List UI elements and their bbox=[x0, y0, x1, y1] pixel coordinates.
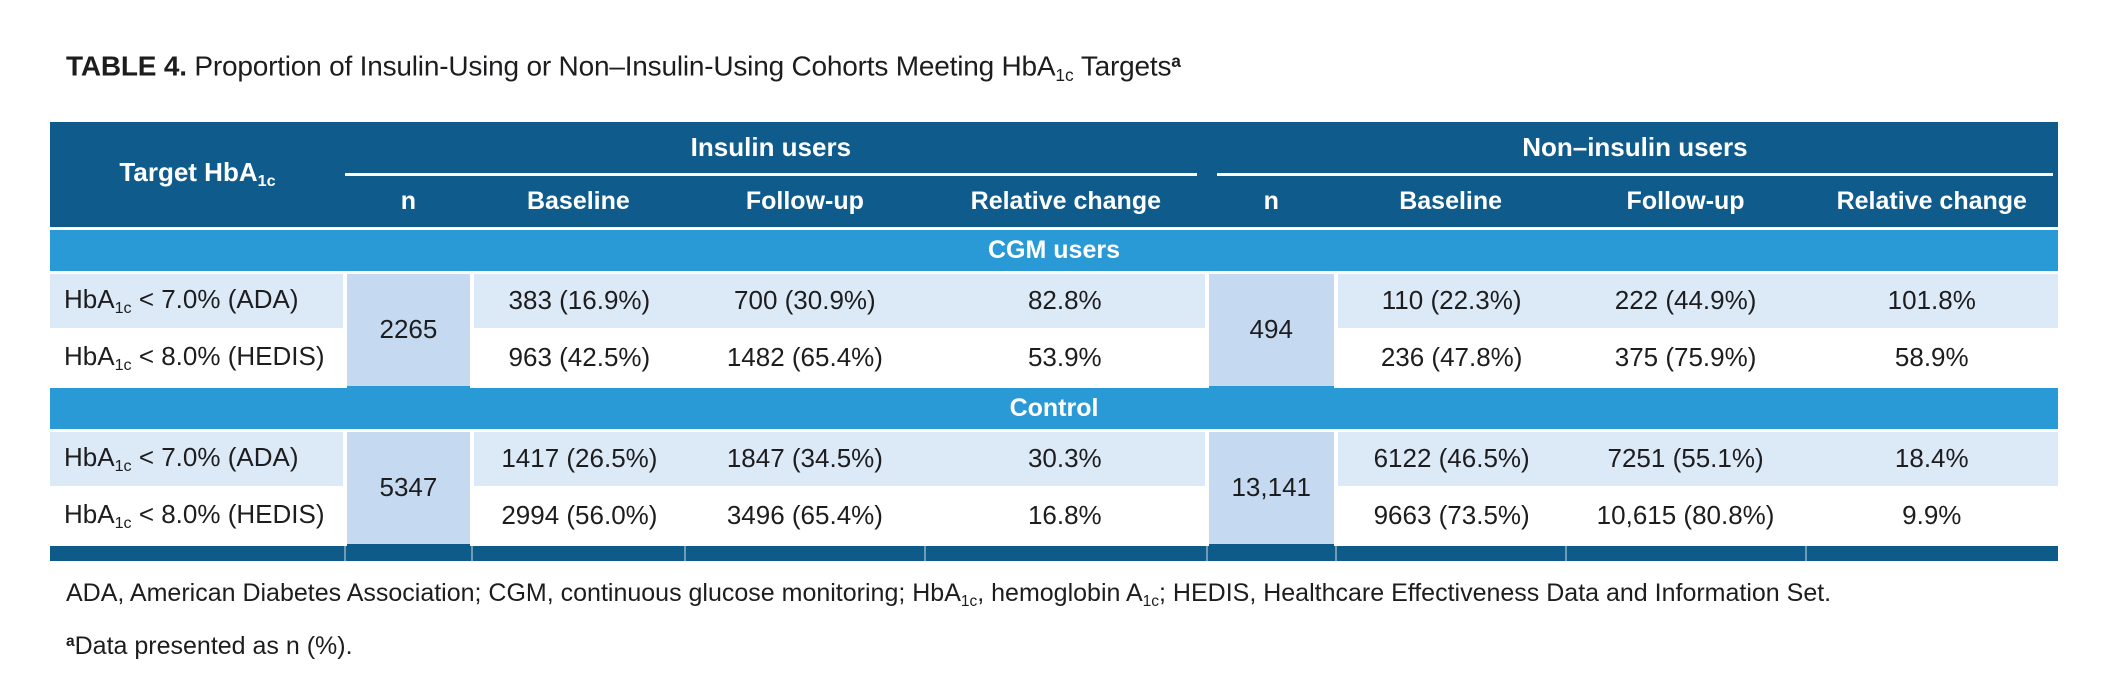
group-header-non-insulin-users: Non–insulin users bbox=[1206, 122, 2058, 177]
results-table: Target HbA1c Insulin users Non–insulin u… bbox=[50, 122, 2058, 562]
column-header-relative-change-insulin: Relative change bbox=[924, 176, 1207, 230]
table-title: TABLE 4. Proportion of Insulin-Using or … bbox=[66, 44, 2058, 92]
column-header-baseline-noninsulin: Baseline bbox=[1335, 176, 1566, 230]
table-bottom-bar bbox=[50, 544, 2058, 562]
data-cell: 53.9% bbox=[924, 329, 1207, 388]
data-cell: 963 (42.5%) bbox=[471, 329, 685, 388]
data-cell: 222 (44.9%) bbox=[1565, 272, 1806, 331]
row-header-target-hba1c: Target HbA1c bbox=[50, 122, 345, 230]
table-row: HbA1c < 7.0% (ADA) 2265 383 (16.9%) 700 … bbox=[50, 272, 2058, 387]
table-title-tail: Targets bbox=[1073, 50, 1172, 82]
data-cell: 236 (47.8%) bbox=[1335, 329, 1566, 388]
column-header-followup-insulin: Follow-up bbox=[684, 176, 925, 230]
table-row: HbA1c < 7.0% (ADA) 5347 1417 (26.5%) 184… bbox=[50, 430, 2058, 545]
row-label-cell: HbA1c < 8.0% (HEDIS) bbox=[50, 487, 347, 546]
n-cell-insulin-control: 5347 bbox=[342, 430, 474, 545]
section-band-cgm-users: CGM users bbox=[50, 228, 2058, 274]
column-header-n-noninsulin: n bbox=[1206, 176, 1336, 230]
data-cell: 6122 (46.5%) bbox=[1335, 430, 1566, 489]
data-cell: 3496 (65.4%) bbox=[684, 487, 925, 546]
data-cell: 110 (22.3%) bbox=[1335, 272, 1566, 331]
data-cell: 700 (30.9%) bbox=[684, 272, 925, 331]
data-cell: 9663 (73.5%) bbox=[1335, 487, 1566, 546]
table-number-label: TABLE 4. bbox=[66, 50, 187, 82]
row-label-cell: HbA1c < 7.0% (ADA) bbox=[50, 272, 347, 331]
n-cell-insulin-cgm: 2265 bbox=[342, 272, 474, 387]
column-header-relative-change-noninsulin: Relative change bbox=[1805, 176, 2058, 230]
footnote-a: aData presented as n (%). bbox=[66, 631, 353, 660]
data-cell: 82.8% bbox=[924, 272, 1207, 331]
data-cell: 383 (16.9%) bbox=[471, 272, 685, 331]
footnotes: ADA, American Diabetes Association; CGM,… bbox=[66, 577, 2058, 663]
data-cell: 16.8% bbox=[924, 487, 1207, 546]
data-cell: 1417 (26.5%) bbox=[471, 430, 685, 489]
data-cell: 7251 (55.1%) bbox=[1565, 430, 1806, 489]
n-cell-noninsulin-control: 13,141 bbox=[1204, 430, 1338, 545]
title-subscript-1c: 1c bbox=[1055, 65, 1074, 86]
section-band-control: Control bbox=[50, 386, 2058, 432]
data-cell: 2994 (56.0%) bbox=[471, 487, 685, 546]
row-label-cell: HbA1c < 8.0% (HEDIS) bbox=[50, 329, 347, 388]
footnote-a-marker: a bbox=[66, 633, 75, 651]
row-label-cell: HbA1c < 7.0% (ADA) bbox=[50, 430, 347, 489]
column-header-n-insulin: n bbox=[344, 176, 472, 230]
data-cell: 58.9% bbox=[1805, 329, 2058, 388]
data-cell: 9.9% bbox=[1805, 487, 2058, 546]
data-cell: 10,615 (80.8%) bbox=[1565, 487, 1806, 546]
data-cell: 18.4% bbox=[1805, 430, 2058, 489]
n-cell-noninsulin-cgm: 494 bbox=[1204, 272, 1338, 387]
footnote-abbreviations: ADA, American Diabetes Association; CGM,… bbox=[66, 579, 1832, 611]
title-footnote-marker: a bbox=[1171, 51, 1181, 71]
table-title-text: Proportion of Insulin-Using or Non–Insul… bbox=[186, 50, 1056, 82]
data-cell: 101.8% bbox=[1805, 272, 2058, 331]
data-cell: 30.3% bbox=[924, 430, 1207, 489]
data-cell: 1482 (65.4%) bbox=[684, 329, 925, 388]
group-header-insulin-users: Insulin users bbox=[344, 122, 1207, 177]
data-cell: 1847 (34.5%) bbox=[684, 430, 925, 489]
column-header-followup-noninsulin: Follow-up bbox=[1565, 176, 1806, 230]
table-row: HbA1c < 8.0% (HEDIS) 963 (42.5%) 1482 (6… bbox=[50, 329, 2058, 388]
data-cell: 375 (75.9%) bbox=[1565, 329, 1806, 388]
table-row: HbA1c < 8.0% (HEDIS) 2994 (56.0%) 3496 (… bbox=[50, 487, 2058, 546]
column-header-baseline-insulin: Baseline bbox=[471, 176, 685, 230]
table-figure: TABLE 4. Proportion of Insulin-Using or … bbox=[50, 44, 2058, 663]
